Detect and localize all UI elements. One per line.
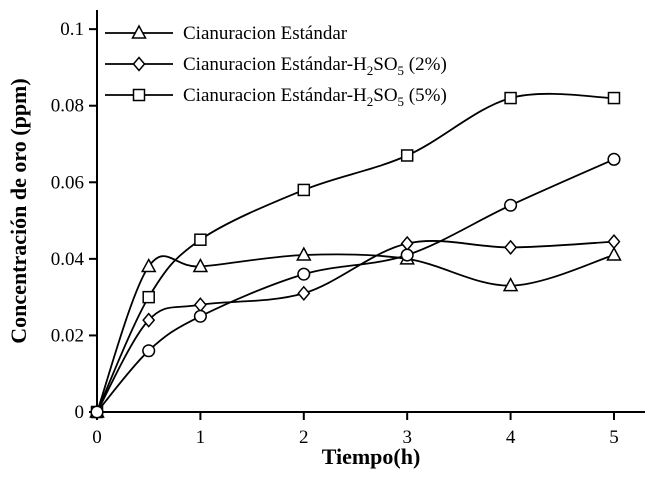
marker-circle [193, 309, 207, 323]
y-tick-label: 0 [75, 402, 85, 423]
y-tick-label: 0.02 [51, 325, 84, 346]
legend-label: Cianuracion Estándar-H2SO5 (2%) [183, 54, 447, 78]
marker-triangle [296, 246, 312, 261]
x-tick-label: 3 [402, 427, 412, 448]
marker-triangle [140, 257, 157, 273]
marker-diamond [297, 285, 311, 301]
y-axis-label: Concentración de oro (ppm) [6, 78, 31, 343]
marker-diamond [504, 239, 518, 256]
y-tick-label: 0.06 [51, 172, 84, 193]
marker-diamond [607, 233, 621, 250]
marker-circle [504, 198, 518, 212]
marker-square [194, 233, 207, 246]
marker-square [297, 183, 311, 197]
marker-circle [607, 152, 621, 166]
legend-marker-diamond [132, 56, 146, 72]
x-tick-label: 5 [609, 427, 619, 448]
marker-square [142, 290, 155, 304]
marker-circle [90, 405, 104, 419]
legend-label: Cianuracion Estándar [183, 23, 348, 44]
x-tick-label: 2 [299, 427, 309, 448]
marker-square [504, 91, 517, 105]
y-tick-label: 0.1 [60, 19, 84, 40]
marker-triangle [606, 246, 622, 261]
x-tick-label: 1 [196, 427, 206, 448]
marker-triangle [502, 277, 519, 292]
legend-label: Cianuracion Estándar-H2SO5 (5%) [183, 85, 447, 109]
marker-square [607, 91, 621, 105]
x-axis-label: Tiempo(h) [322, 444, 421, 469]
marker-circle [400, 248, 414, 262]
marker-triangle [192, 257, 209, 273]
legend-marker-triangle [131, 24, 147, 39]
y-tick-label: 0.08 [51, 96, 84, 117]
marker-diamond [142, 312, 156, 328]
x-tick-label: 4 [506, 427, 516, 448]
marker-circle [297, 267, 311, 281]
marker-circle [142, 344, 156, 358]
marker-square [400, 149, 414, 162]
legend-marker-square [132, 88, 146, 102]
y-tick-label: 0.04 [51, 249, 85, 270]
x-tick-label: 0 [92, 427, 102, 448]
